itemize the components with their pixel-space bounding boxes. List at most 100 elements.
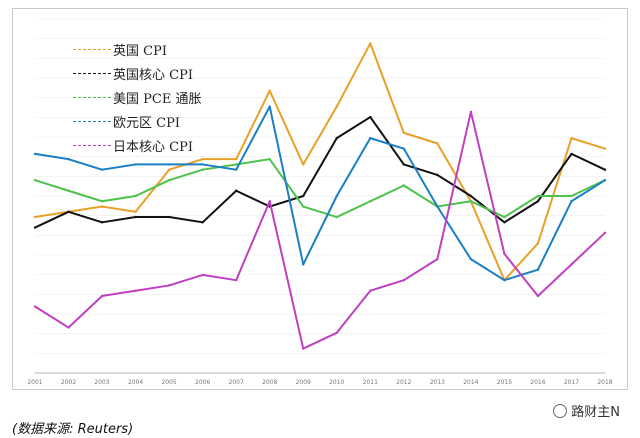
data-point xyxy=(100,205,104,208)
data-point xyxy=(234,163,238,166)
data-point xyxy=(335,215,338,219)
data-point xyxy=(234,278,238,282)
data-point xyxy=(134,210,137,213)
series-line xyxy=(34,158,606,219)
data-point xyxy=(536,194,540,198)
x-tick-label: 2015 xyxy=(497,379,512,386)
x-tick-label: 2010 xyxy=(329,379,344,386)
legend-swatch xyxy=(73,72,111,74)
source-note: (数据来源: Reuters) xyxy=(12,422,134,437)
data-point xyxy=(603,231,607,235)
legend-label: 美国 PCE 通胀 xyxy=(113,91,202,107)
data-point xyxy=(402,131,406,135)
data-point xyxy=(402,147,406,150)
data-point xyxy=(67,326,70,329)
data-point xyxy=(201,157,204,161)
data-point xyxy=(402,278,406,282)
data-point xyxy=(67,210,70,213)
legend-entry: 欧元区 CPI xyxy=(73,109,201,133)
data-point xyxy=(335,331,338,335)
legend-entry: 英国 CPI xyxy=(73,37,201,61)
data-point xyxy=(33,305,37,308)
data-point xyxy=(302,163,305,166)
data-point xyxy=(469,257,473,261)
data-point xyxy=(201,273,204,277)
x-tick-label: 2018 xyxy=(597,379,612,386)
data-point xyxy=(469,110,473,114)
data-point xyxy=(33,152,37,156)
data-point xyxy=(402,163,406,166)
chart-frame: 2001 2002 2003 2004 2005 2006 2007 2008 2009 2010… xyxy=(12,8,628,390)
data-point xyxy=(469,194,473,198)
data-point xyxy=(234,168,238,171)
data-point xyxy=(570,136,573,140)
data-point xyxy=(100,294,104,298)
data-point xyxy=(134,215,137,219)
data-point xyxy=(503,215,506,219)
data-point xyxy=(268,105,271,108)
data-point xyxy=(167,163,171,166)
line-chart: 2001 2002 2003 2004 2005 2006 2007 2008 2009 2010… xyxy=(27,18,613,386)
data-point xyxy=(100,200,104,203)
data-point xyxy=(503,252,506,256)
data-point xyxy=(234,157,238,161)
data-point xyxy=(33,179,37,182)
data-point xyxy=(167,215,171,219)
x-tick-label: 2012 xyxy=(396,379,411,386)
legend-entry: 美国 PCE 通胀 xyxy=(73,85,201,109)
data-point xyxy=(603,147,607,150)
data-point xyxy=(603,168,607,171)
data-point xyxy=(369,42,372,45)
watermark-label: 路财主N xyxy=(571,405,620,420)
x-tick-label: 2014 xyxy=(463,379,478,386)
legend-swatch xyxy=(73,96,111,98)
x-tick-label: 2011 xyxy=(363,379,378,386)
data-point xyxy=(436,173,439,177)
data-point xyxy=(100,168,104,171)
data-point xyxy=(335,194,338,198)
x-tick-label: 2013 xyxy=(430,379,445,386)
data-point xyxy=(167,168,171,171)
data-point xyxy=(201,221,204,224)
data-point xyxy=(436,142,439,145)
data-point xyxy=(570,200,573,203)
data-point xyxy=(167,284,171,287)
x-tick-label: 2004 xyxy=(128,379,143,386)
data-point xyxy=(503,278,506,282)
x-tick-label: 2001 xyxy=(27,379,42,386)
data-point xyxy=(67,157,70,161)
data-point xyxy=(536,200,540,203)
x-tick-label: 2009 xyxy=(296,379,311,386)
x-tick-label: 2017 xyxy=(564,379,579,386)
legend-swatch xyxy=(73,120,111,122)
data-point xyxy=(570,194,573,198)
legend-label: 欧元区 CPI xyxy=(113,115,180,131)
data-point xyxy=(134,289,137,292)
data-point xyxy=(369,115,372,119)
x-tick-label: 2002 xyxy=(61,379,76,386)
data-point xyxy=(369,136,372,140)
data-point xyxy=(335,136,338,140)
data-point xyxy=(536,242,540,245)
chart-legend: 英国 CPI 英国核心 CPI 美国 PCE 通胀 欧元区 CPI 日本核心 CPI xyxy=(73,37,201,157)
data-point xyxy=(369,289,372,292)
data-point xyxy=(268,157,271,161)
legend-swatch xyxy=(73,144,111,146)
legend-label: 英国核心 CPI xyxy=(113,67,193,83)
data-point xyxy=(268,200,271,203)
data-point xyxy=(268,89,271,92)
data-point xyxy=(335,105,338,108)
data-point xyxy=(167,179,171,182)
series-line xyxy=(34,110,606,350)
watermark: 路财主N xyxy=(553,401,620,420)
series-line xyxy=(34,42,606,282)
legend-label: 英国 CPI xyxy=(113,43,167,59)
data-point xyxy=(402,184,406,187)
data-point xyxy=(33,215,37,219)
data-point xyxy=(201,163,204,166)
data-point xyxy=(67,189,70,192)
data-point xyxy=(134,163,137,166)
x-tick-label: 2008 xyxy=(262,379,277,386)
data-point xyxy=(603,179,607,182)
data-point xyxy=(536,294,540,298)
